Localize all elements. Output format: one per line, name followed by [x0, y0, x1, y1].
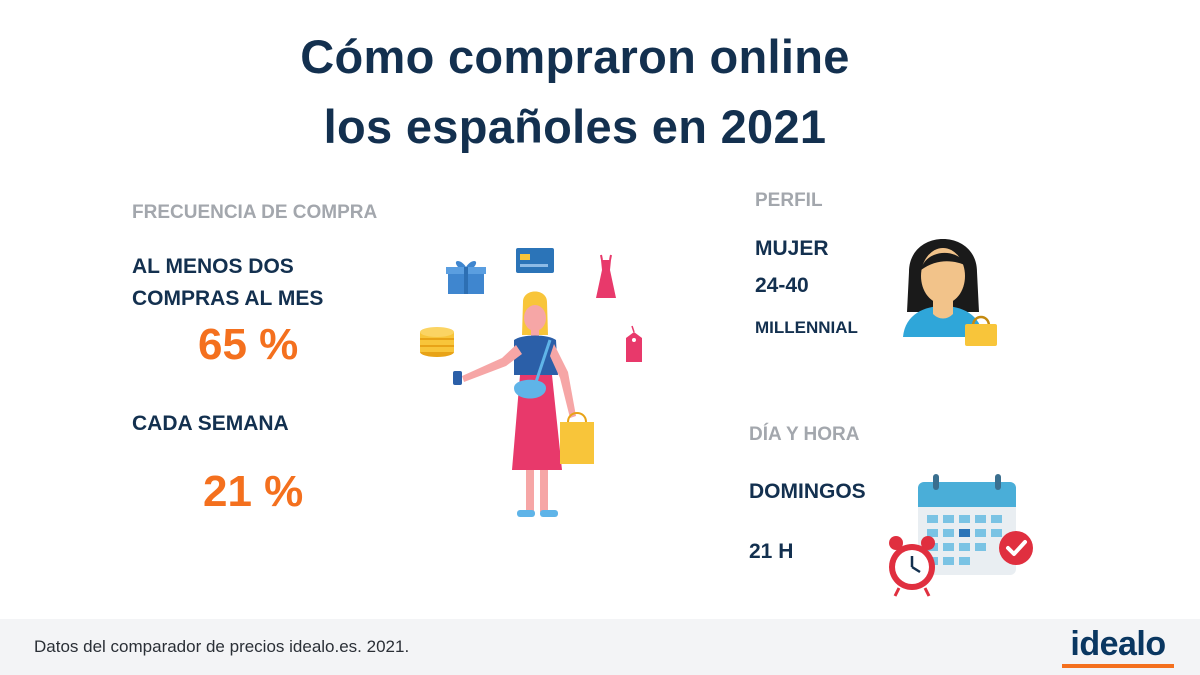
shopping-bag-icon: [560, 412, 594, 464]
frequency-item1-line1: AL MENOS DOS: [132, 255, 294, 278]
checkmark-badge-icon: [999, 531, 1033, 565]
frequency-item2-label: CADA SEMANA: [132, 412, 289, 435]
coins-icon: [420, 327, 454, 357]
hour-value: 21 H: [749, 540, 794, 563]
title-line-1: Cómo compraron online: [300, 30, 850, 83]
footer-bar: Datos del comparador de precios idealo.e…: [0, 619, 1200, 675]
shopper-woman-figure: [453, 291, 576, 517]
day-value: DOMINGOS: [749, 480, 866, 503]
idealo-logo-underline: [1062, 664, 1174, 668]
shopper-illustration: [420, 248, 642, 517]
shopping-bag-icon: [965, 315, 997, 346]
frequency-item1-line2: COMPRAS AL MES: [132, 287, 324, 310]
title-line-2: los españoles en 2021: [323, 100, 827, 153]
idealo-logo: idealo: [1062, 625, 1174, 668]
alarm-clock-icon: [889, 536, 935, 597]
frequency-item1-value: 65 %: [198, 320, 299, 369]
profile-gender: MUJER: [755, 237, 829, 260]
profile-generation: MILLENNIAL: [755, 318, 858, 337]
idealo-logo-text: idealo: [1070, 625, 1166, 663]
frequency-item1-label: AL MENOS DOS COMPRAS AL MES: [132, 251, 323, 315]
page-title: Cómo compraron online los españoles en 2…: [0, 22, 1150, 162]
credit-card-icon: [516, 248, 554, 273]
price-tag-icon: [626, 325, 642, 362]
frequency-item2-value: 21 %: [203, 467, 304, 516]
profile-heading: PERFIL: [755, 190, 823, 211]
footer-source-text: Datos del comparador de precios idealo.e…: [34, 637, 410, 656]
frequency-heading: FRECUENCIA DE COMPRA: [132, 202, 378, 223]
calendar-icon: [889, 474, 1033, 597]
day-time-heading: DÍA Y HORA: [749, 424, 860, 445]
gift-icon: [446, 260, 486, 294]
dress-icon: [596, 254, 616, 298]
profile-age: 24-40: [755, 274, 809, 297]
woman-avatar-icon: [903, 239, 997, 346]
